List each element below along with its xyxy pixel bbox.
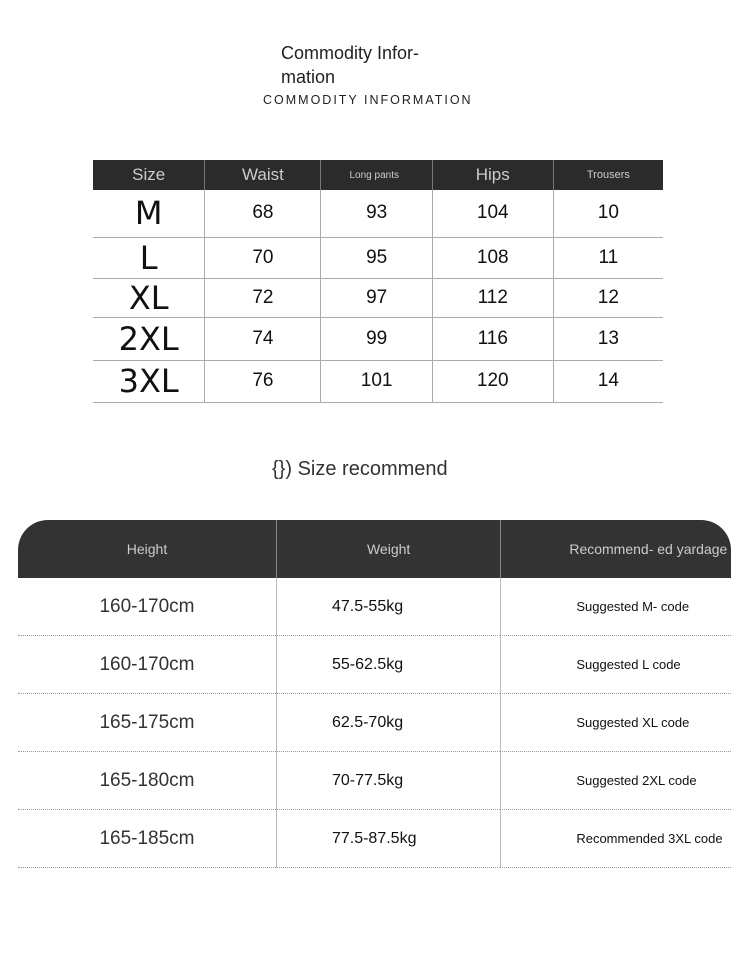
table-row: 165-185cm 77.5-87.5kg Recommended 3XL code: [18, 810, 731, 868]
weight-cell: 70-77.5kg: [275, 752, 501, 810]
value-cell: 11: [552, 237, 663, 279]
size-cell: 2XL: [93, 317, 205, 361]
value-cell: 12: [552, 278, 663, 318]
table-row: XL 72 97 112 12: [93, 278, 663, 318]
col-header: Waist: [204, 160, 321, 190]
height-cell: 165-175cm: [18, 694, 276, 752]
value-cell: 97: [320, 278, 433, 318]
value-cell: 76: [204, 360, 321, 403]
value-cell: 99: [320, 317, 433, 361]
weight-cell: 47.5-55kg: [275, 578, 501, 636]
value-cell: 70: [204, 237, 321, 279]
value-cell: 101: [320, 360, 433, 403]
value-cell: 93: [320, 190, 433, 238]
weight-cell: 62.5-70kg: [275, 694, 501, 752]
height-cell: 165-185cm: [18, 810, 276, 868]
weight-cell: 77.5-87.5kg: [275, 810, 501, 868]
weight-cell: 55-62.5kg: [275, 636, 501, 694]
table-row: 165-175cm 62.5-70kg Suggested XL code: [18, 694, 731, 752]
height-cell: 160-170cm: [18, 578, 276, 636]
height-cell: 165-180cm: [18, 752, 276, 810]
value-cell: 68: [204, 190, 321, 238]
value-cell: 72: [204, 278, 321, 318]
size-cell: Suggested XL code: [500, 694, 731, 752]
recommend-table: Height Weight Recommend- ed yardage 160-…: [18, 520, 731, 868]
value-cell: 74: [204, 317, 321, 361]
size-cell: Recommended 3XL code: [500, 810, 731, 868]
table-row: 160-170cm 55-62.5kg Suggested L code: [18, 636, 731, 694]
section-title: {}) Size recommend: [272, 458, 448, 480]
size-cell: Suggested 2XL code: [500, 752, 731, 810]
col-header: Hips: [431, 160, 554, 190]
value-cell: 112: [431, 278, 554, 318]
value-cell: 108: [431, 237, 554, 279]
table-row: 160-170cm 47.5-55kg Suggested M- code: [18, 578, 731, 636]
value-cell: 14: [552, 360, 663, 403]
col-header: Trousers: [552, 160, 663, 190]
value-cell: 116: [431, 317, 554, 361]
value-cell: 120: [431, 360, 554, 403]
table-row: 165-180cm 70-77.5kg Suggested 2XL code: [18, 752, 731, 810]
value-cell: 104: [431, 190, 554, 238]
value-cell: 10: [552, 190, 663, 238]
col-header: Size: [93, 160, 205, 190]
table-row: 3XL 76 101 120 14: [93, 360, 663, 403]
size-cell: XL: [93, 278, 205, 318]
size-cell: L: [93, 237, 205, 279]
col-header: Height: [18, 520, 276, 578]
size-cell: Suggested L code: [500, 636, 731, 694]
table-row: M 68 93 104 10: [93, 190, 663, 238]
value-cell: 95: [320, 237, 433, 279]
col-header: Weight: [275, 520, 501, 578]
size-cell: 3XL: [93, 360, 205, 403]
table-row: L 70 95 108 11: [93, 237, 663, 279]
size-table: Size Waist Long pants Hips Trousers M 68 9…: [93, 160, 663, 403]
page-title: Commodity Infor- mation: [281, 43, 420, 87]
col-header: Recommend- ed yardage: [500, 520, 731, 578]
size-cell: Suggested M- code: [500, 578, 731, 636]
page-subtitle: COMMODITY INFORMATION: [263, 93, 473, 107]
height-cell: 160-170cm: [18, 636, 276, 694]
value-cell: 13: [552, 317, 663, 361]
table-row: 2XL 74 99 116 13: [93, 317, 663, 361]
size-cell: M: [93, 190, 205, 238]
col-header: Long pants: [320, 160, 433, 190]
